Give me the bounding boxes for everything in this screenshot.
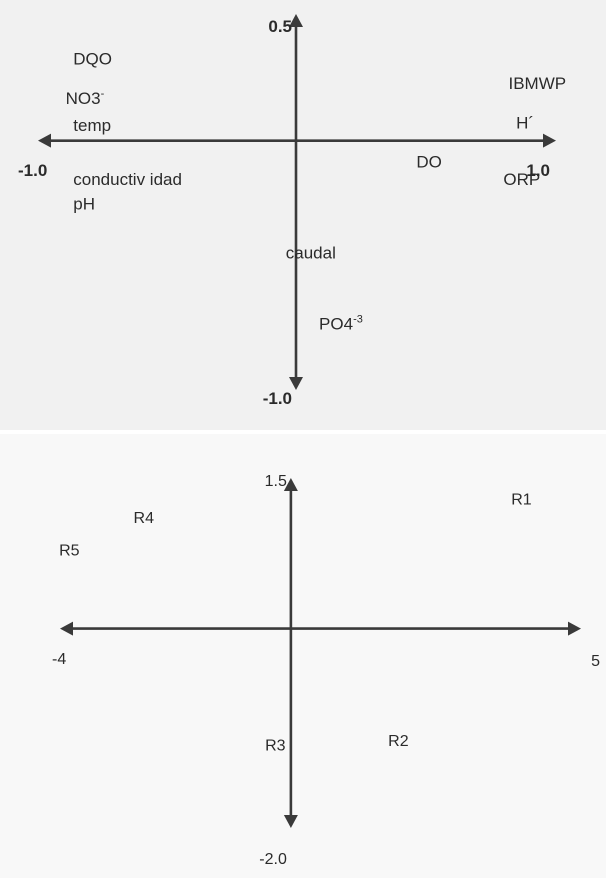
x-tick-label-max: 1.0	[526, 161, 550, 180]
y-axis-arrow-up	[289, 14, 303, 27]
y-axis-arrow-up	[283, 478, 298, 491]
y-tick-label-max: 1.5	[265, 473, 287, 490]
variable-label-no3-superscript: -	[101, 88, 105, 100]
variable-label-no3: NO3-	[66, 88, 105, 108]
y-axis-arrow-down	[283, 815, 298, 828]
variables-biplot-svg: -1.0 1.0 0.5 -1.0 DQO NO3- temp conductiv idad p…	[18, 14, 566, 408]
site-label-r4: R4	[134, 510, 155, 527]
variable-label-dqo: DQO	[73, 50, 112, 69]
x-axis-arrow-left	[38, 133, 51, 148]
x-tick-label-min: -1.0	[18, 161, 47, 180]
variable-label-po4: PO4-3	[319, 314, 363, 334]
x-tick-label-min: -4	[52, 651, 66, 668]
y-tick-label-min: -1.0	[263, 389, 292, 408]
variable-label-ph: pH	[73, 194, 95, 213]
site-label-r2: R2	[388, 733, 409, 750]
variable-label-caudal: caudal	[286, 243, 336, 262]
y-tick-label-max: 0.5	[268, 17, 292, 36]
y-axis-arrow-down	[289, 377, 303, 390]
variable-label-conductiv-idad: conductiv idad	[73, 170, 182, 189]
variable-label-do: DO	[416, 153, 442, 172]
variable-label-po4-superscript: -3	[353, 314, 363, 326]
sites-biplot: -4 5 1.5 -2.0 R1 R2 R3 R4 R5	[0, 434, 606, 878]
x-tick-label-max: 5	[591, 653, 600, 670]
y-tick-label-min: -2.0	[259, 851, 287, 868]
site-label-r5: R5	[59, 542, 80, 559]
variable-label-orp: ORP	[503, 170, 540, 189]
variables-biplot: -1.0 1.0 0.5 -1.0 DQO NO3- temp conductiv idad p…	[0, 0, 606, 430]
x-axis-arrow-right	[568, 621, 581, 636]
site-label-r1: R1	[511, 491, 532, 508]
x-axis-arrow-left	[60, 621, 73, 636]
panel-divider	[0, 430, 606, 434]
variable-label-temp: temp	[73, 116, 111, 135]
variable-label-ibmwp: IBMWP	[508, 74, 566, 93]
x-axis-arrow-right	[543, 133, 556, 148]
site-label-r3: R3	[265, 738, 286, 755]
sites-biplot-svg: -4 5 1.5 -2.0 R1 R2 R3 R4 R5	[52, 473, 600, 868]
variable-label-h: H´	[516, 113, 534, 132]
